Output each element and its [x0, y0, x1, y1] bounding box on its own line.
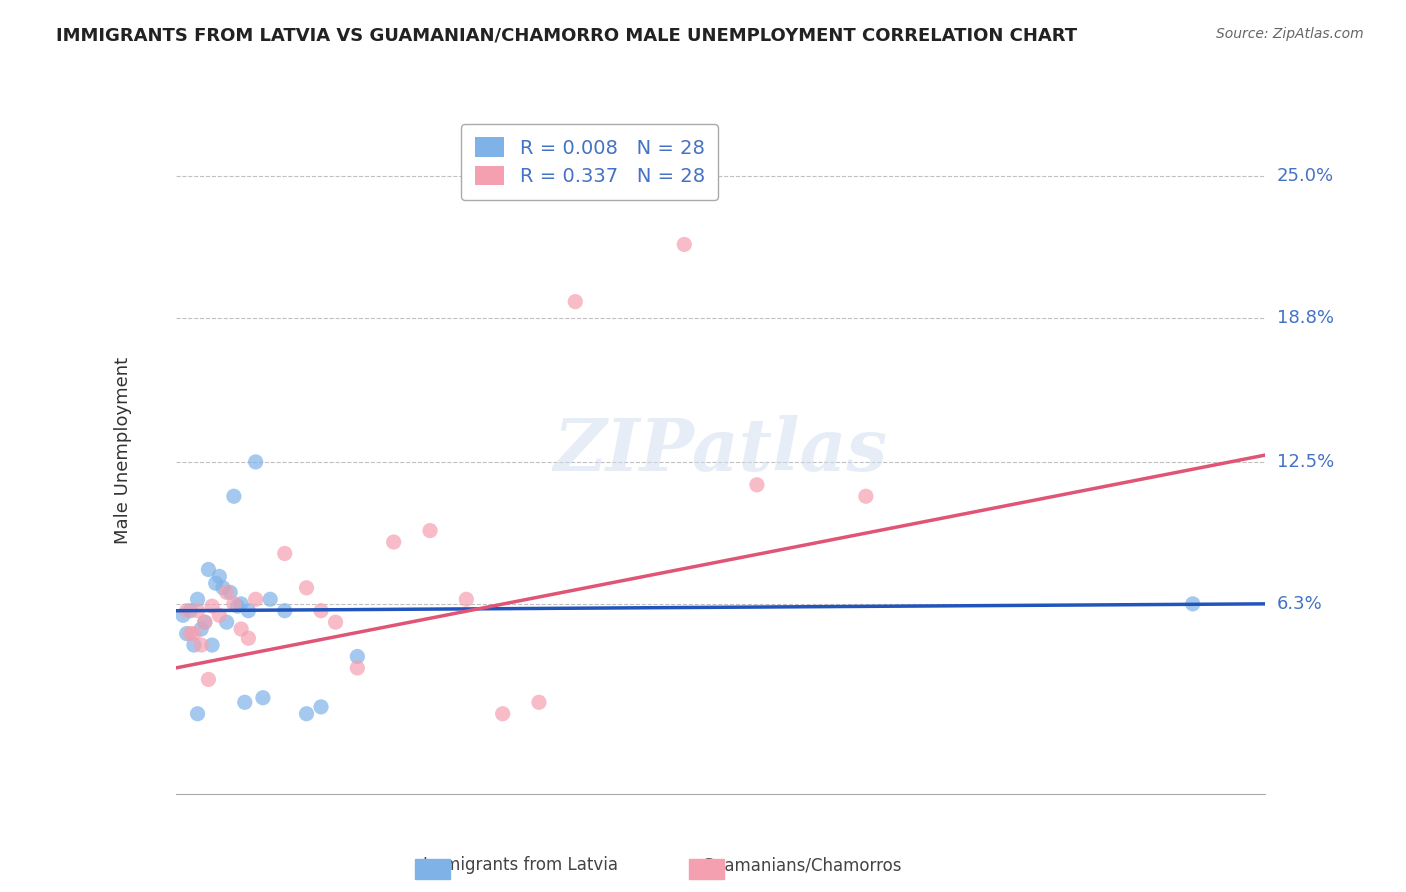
Point: [274, 604, 297, 618]
Text: 25.0%: 25.0%: [1277, 167, 1334, 185]
Point: [1181, 597, 1204, 611]
Point: [295, 581, 318, 595]
Point: [564, 294, 586, 309]
Point: [186, 604, 209, 618]
Point: [176, 626, 198, 640]
Point: [346, 661, 368, 675]
Point: [855, 489, 877, 503]
Text: 6.3%: 6.3%: [1277, 595, 1322, 613]
Point: [176, 604, 198, 618]
Point: [208, 569, 231, 583]
Point: [231, 597, 253, 611]
Point: [183, 638, 205, 652]
Point: [186, 706, 209, 721]
Point: [183, 626, 205, 640]
Legend: R = 0.008   N = 28, R = 0.337   N = 28: R = 0.008 N = 28, R = 0.337 N = 28: [461, 124, 718, 200]
Point: [226, 599, 249, 614]
Point: [231, 622, 253, 636]
Point: [325, 615, 347, 630]
Text: Guamanians/Chamorros: Guamanians/Chamorros: [702, 856, 901, 874]
Text: ZIPatlas: ZIPatlas: [554, 415, 887, 486]
Point: [673, 237, 696, 252]
Text: 18.8%: 18.8%: [1277, 309, 1333, 326]
Point: [204, 576, 226, 591]
Point: [527, 695, 550, 709]
Point: [197, 562, 219, 576]
Point: [295, 706, 318, 721]
Point: [201, 599, 224, 614]
Point: [259, 592, 281, 607]
Point: [745, 478, 768, 492]
Point: [179, 626, 201, 640]
Point: [233, 695, 256, 709]
Point: [215, 615, 238, 630]
Point: [215, 585, 238, 599]
Point: [190, 638, 212, 652]
Point: [419, 524, 441, 538]
Point: [238, 604, 260, 618]
Point: [197, 673, 219, 687]
Point: [219, 585, 242, 599]
Text: 12.5%: 12.5%: [1277, 453, 1334, 471]
Point: [190, 622, 212, 636]
Point: [186, 592, 209, 607]
Text: Immigrants from Latvia: Immigrants from Latvia: [423, 856, 617, 874]
Point: [172, 608, 194, 623]
Text: IMMIGRANTS FROM LATVIA VS GUAMANIAN/CHAMORRO MALE UNEMPLOYMENT CORRELATION CHART: IMMIGRANTS FROM LATVIA VS GUAMANIAN/CHAM…: [56, 27, 1077, 45]
Point: [238, 631, 260, 645]
Point: [194, 615, 217, 630]
Point: [179, 604, 201, 618]
Text: Source: ZipAtlas.com: Source: ZipAtlas.com: [1216, 27, 1364, 41]
Point: [456, 592, 478, 607]
Point: [201, 638, 224, 652]
Point: [212, 581, 235, 595]
Point: [252, 690, 274, 705]
Point: [245, 455, 267, 469]
Point: [245, 592, 267, 607]
Point: [208, 608, 231, 623]
Point: [382, 535, 405, 549]
Point: [492, 706, 515, 721]
Point: [274, 546, 297, 561]
Point: [309, 699, 332, 714]
Point: [194, 615, 217, 630]
Point: [346, 649, 368, 664]
Point: [222, 597, 245, 611]
Text: Male Unemployment: Male Unemployment: [114, 357, 132, 544]
Point: [222, 489, 245, 503]
Point: [309, 604, 332, 618]
